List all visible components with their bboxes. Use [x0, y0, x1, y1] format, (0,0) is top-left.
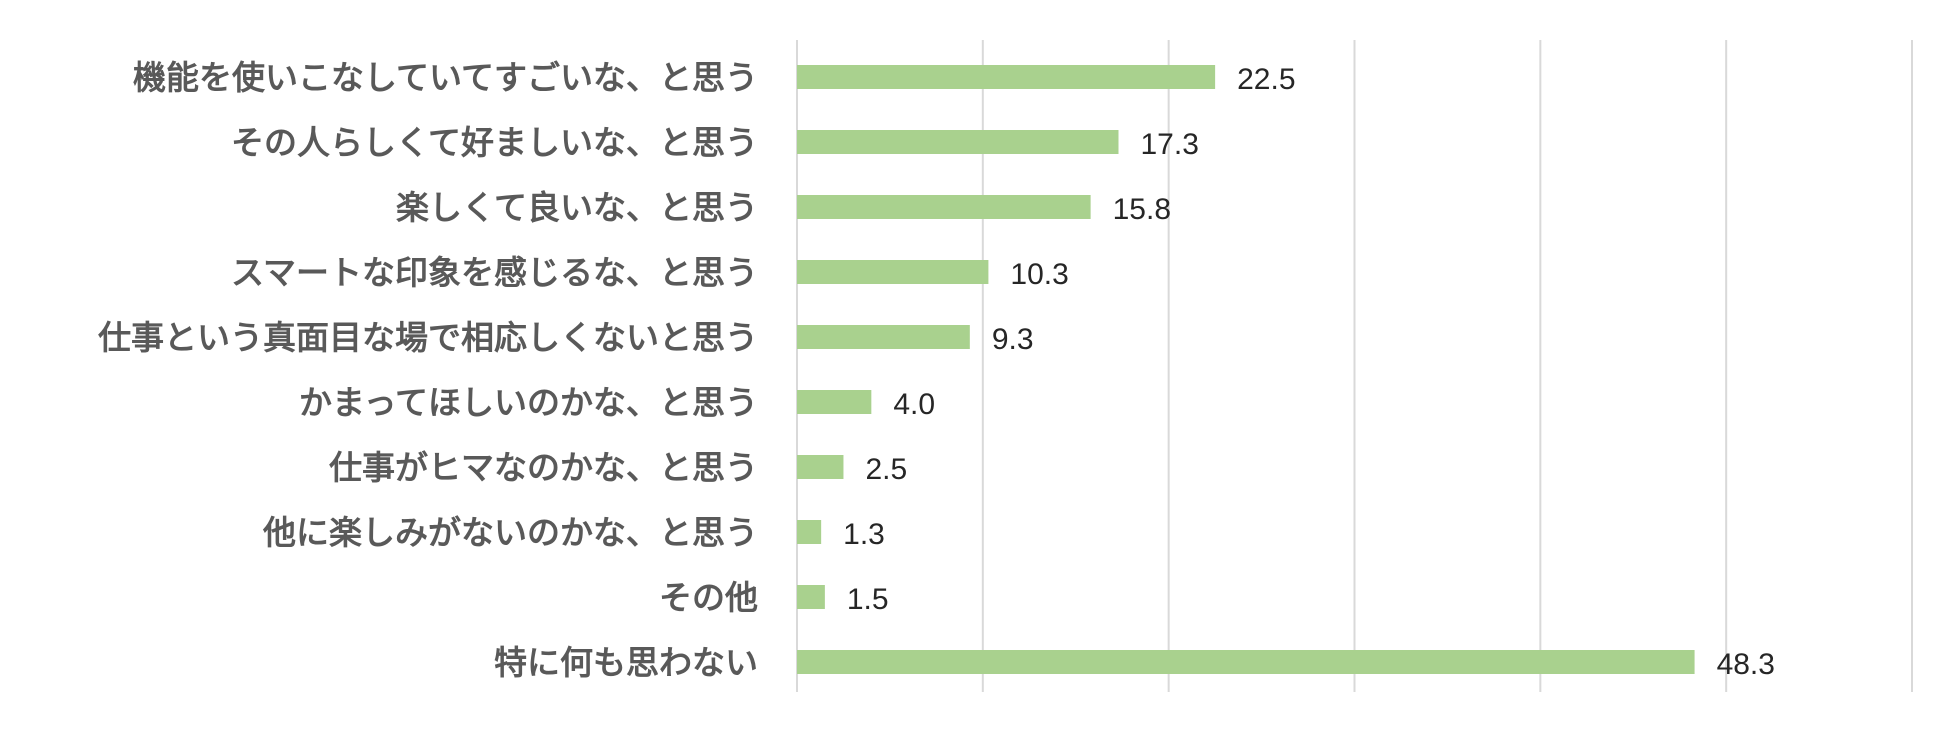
category-label: 仕事という真面目な場で相応しくないと思う [98, 318, 758, 357]
data-label: 1.5 [847, 583, 889, 616]
bar [797, 585, 825, 609]
data-label: 10.3 [1010, 258, 1068, 291]
category-label: スマートな印象を感じるな、と思う [231, 253, 758, 292]
data-label: 48.3 [1717, 648, 1775, 681]
data-label: 22.5 [1237, 63, 1295, 96]
bar [797, 260, 989, 284]
data-label: 1.3 [843, 518, 885, 551]
bar [797, 325, 970, 349]
data-label: 2.5 [865, 453, 907, 486]
category-label: 特に何も思わない [494, 643, 758, 682]
bar [797, 455, 844, 479]
bar [797, 650, 1695, 674]
category-label: 仕事がヒマなのかな、と思う [329, 448, 758, 487]
category-label: その人らしくて好ましいな、と思う [231, 123, 758, 162]
bars [797, 65, 1695, 674]
bar [797, 520, 822, 544]
data-label: 4.0 [893, 388, 935, 421]
category-labels: 機能を使いこなしていてすごいな、と思うその人らしくて好ましいな、と思う楽しくて良… [98, 58, 758, 682]
bar [797, 130, 1119, 154]
data-label: 9.3 [992, 323, 1034, 356]
data-label: 17.3 [1140, 128, 1198, 161]
bar [797, 195, 1091, 219]
data-labels: 22.5 17.3 15.8 10.3 9.3 4.0 2.5 1.3 1.5 48.3 [843, 63, 1775, 681]
bar [797, 390, 872, 414]
data-label: 15.8 [1113, 193, 1171, 226]
category-label: その他 [659, 578, 758, 617]
category-label: 機能を使いこなしていてすごいな、と思う [133, 58, 758, 97]
bar [797, 65, 1216, 89]
category-label: 他に楽しみがないのかな、と思う [262, 513, 758, 552]
category-label: かまってほしいのかな、と思う [299, 383, 758, 422]
category-label: 楽しくて良いな、と思う [396, 188, 758, 227]
